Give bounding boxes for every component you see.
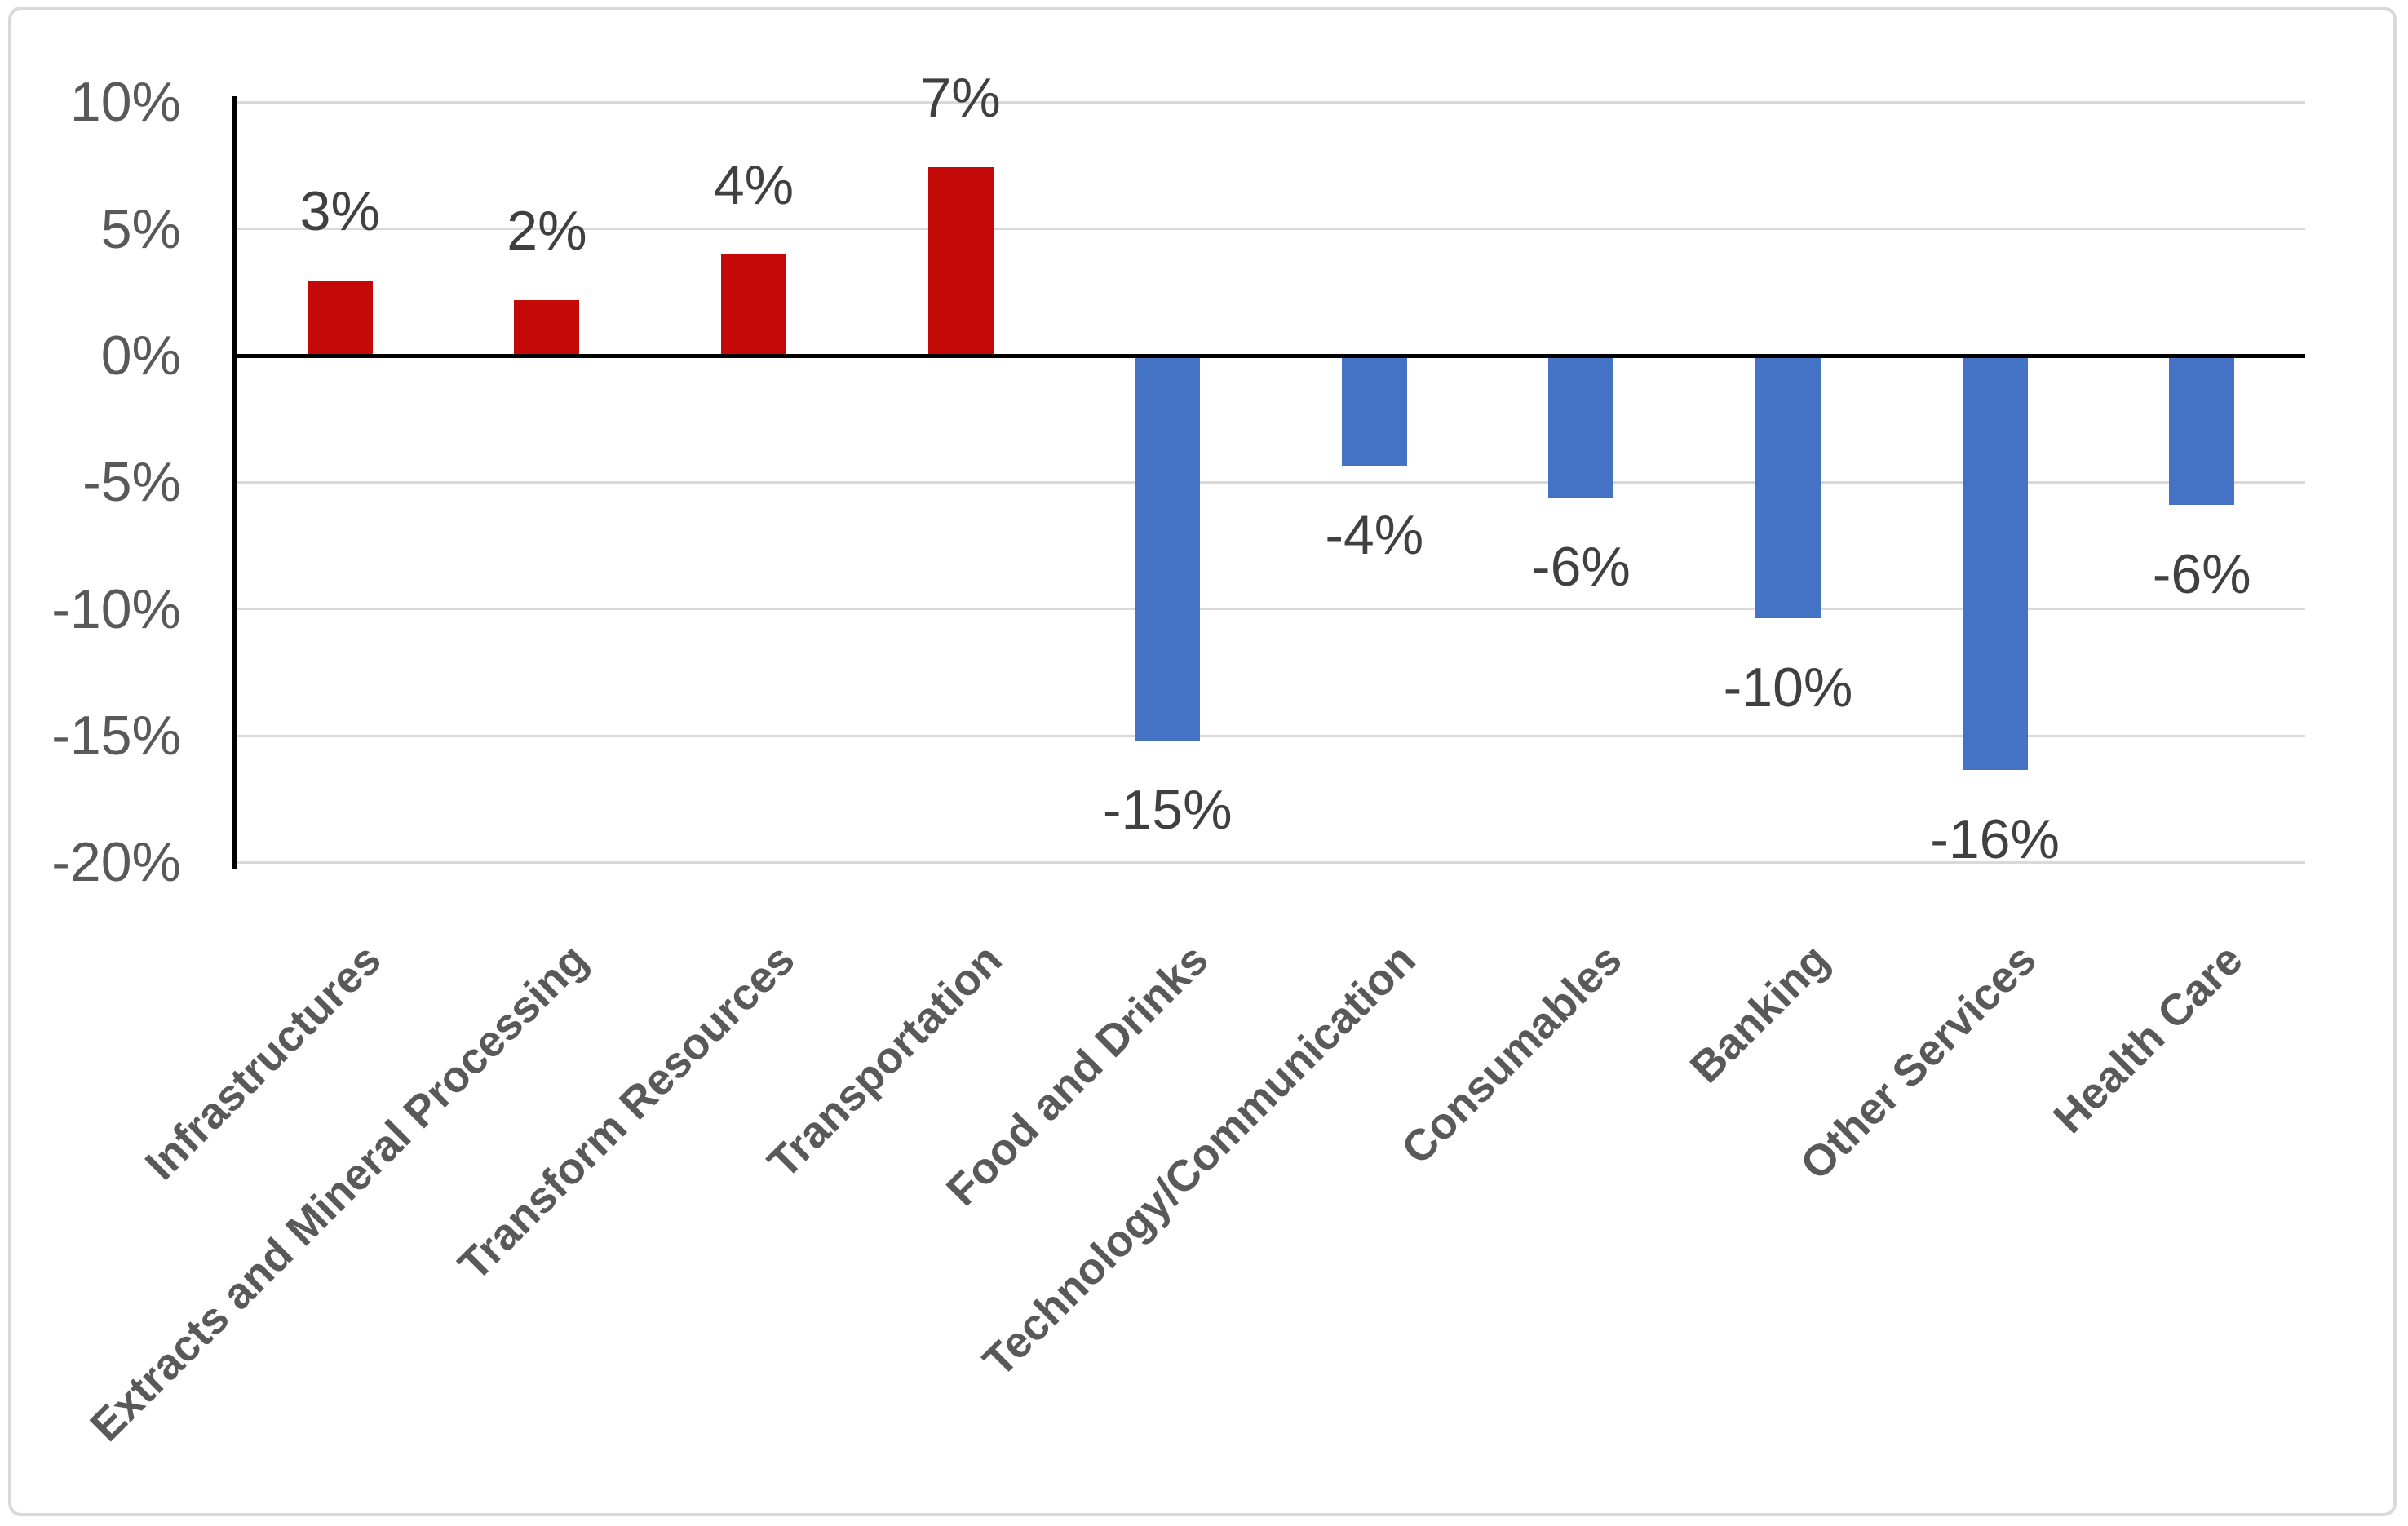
value-label-transform-resources: 4% [713, 153, 795, 216]
bar-technology-communication [1341, 356, 1407, 467]
gridline--15 [237, 734, 2305, 737]
value-label-banking: -10% [1723, 656, 1853, 719]
zero-axis-line [232, 353, 2305, 358]
bar-other-services [1962, 356, 2028, 770]
chart-frame [8, 7, 2397, 1516]
value-label-technology-communication: -4% [1325, 504, 1424, 567]
bar-banking [1755, 356, 1821, 618]
bar-food-and-drinks [1135, 356, 1201, 741]
gridline--10 [237, 608, 2305, 611]
y-tick-label-10: 10% [69, 71, 181, 134]
gridline-10 [237, 100, 2305, 104]
bar-transform-resources [721, 254, 786, 356]
value-label-food-and-drinks: -15% [1102, 779, 1233, 842]
y-tick-label-5: 5% [100, 197, 181, 260]
y-tick-label--20: -20% [51, 831, 181, 894]
value-label-extracts-and-mineral-processing: 2% [507, 199, 587, 262]
bar-consumables [1548, 356, 1614, 498]
y-tick-label--5: -5% [82, 451, 181, 514]
x-axis-label-transform-resources: Transform Resources [449, 935, 804, 1290]
y-tick-label-0: 0% [100, 325, 181, 387]
gridline--20 [237, 860, 2305, 864]
y-tick-label--15: -15% [51, 705, 181, 767]
value-label-consumables: -6% [1531, 535, 1631, 598]
y-axis-line [232, 96, 237, 869]
value-label-health-care: -6% [2152, 543, 2251, 606]
bar-transportation [927, 166, 994, 356]
bar-health-care [2169, 356, 2235, 506]
x-axis-label-technology-communication: Technology/Communication [973, 935, 1425, 1387]
x-axis-label-consumables: Consumables [1392, 935, 1632, 1174]
x-axis-label-banking: Banking [1680, 935, 1839, 1093]
bar-extracts-and-mineral-processing [514, 299, 580, 356]
gridline--5 [237, 480, 2305, 484]
gridline-5 [237, 228, 2305, 231]
bar-infrastructures [307, 281, 373, 356]
y-tick-label--10: -10% [51, 577, 181, 640]
value-label-transportation: 7% [920, 66, 1001, 129]
value-label-other-services: -16% [1930, 807, 2060, 870]
x-axis-label-health-care: Health Care [2044, 935, 2252, 1143]
value-label-infrastructures: 3% [299, 180, 380, 243]
